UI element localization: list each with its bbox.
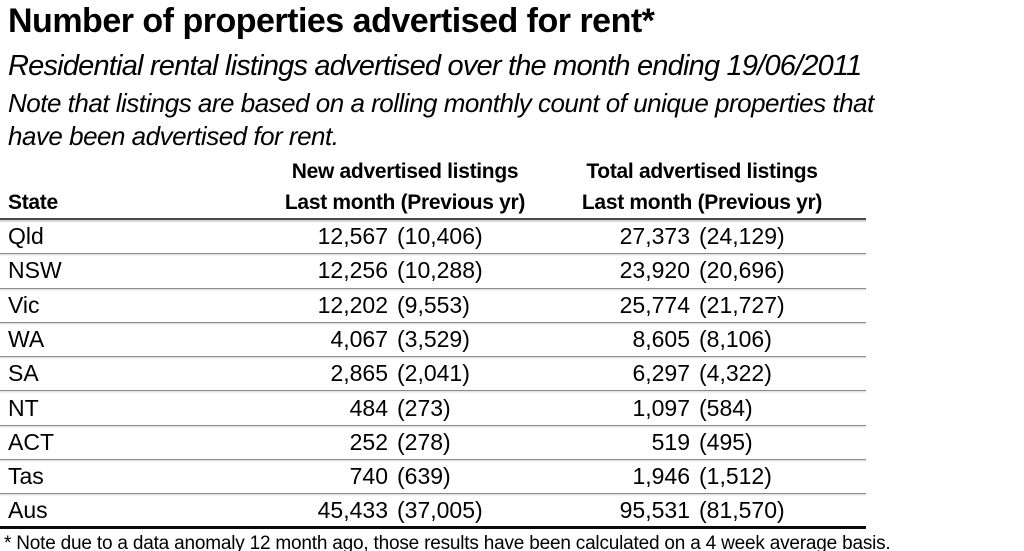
- table-row: Qld 12,567 (10,406) 27,373 (24,129): [0, 220, 866, 255]
- page-subtitle: Residential rental listings advertised o…: [8, 50, 862, 82]
- total-previousyr-value: (24,129): [699, 223, 785, 250]
- total-previousyr-value: (1,512): [699, 463, 772, 490]
- total-previousyr-value: (21,727): [699, 291, 785, 318]
- intro-note-line-2: have been advertised for rent.: [8, 121, 339, 151]
- table-row: NT 484 (273) 1,097 (584): [0, 391, 866, 426]
- new-lastmonth-value: 12,256: [317, 257, 388, 284]
- table-row: ACT 252 (278) 519 (495): [0, 426, 866, 461]
- new-lastmonth-value: 252: [349, 428, 388, 455]
- column-header-state: State: [8, 191, 58, 214]
- total-previousyr-value: (495): [699, 428, 753, 455]
- state-cell: Qld: [8, 223, 44, 250]
- total-previousyr-value: (584): [699, 394, 753, 421]
- state-cell: Tas: [8, 463, 44, 490]
- state-cell: ACT: [8, 428, 54, 455]
- total-lastmonth-value: 27,373: [619, 223, 690, 250]
- table-row: Tas 740 (639) 1,946 (1,512): [0, 460, 866, 495]
- state-cell: Aus: [8, 496, 48, 523]
- state-cell: Vic: [8, 291, 40, 318]
- group-header-total-listings: Total advertised listings: [586, 160, 818, 183]
- intro-note: Note that listings are based on a rollin…: [8, 87, 874, 153]
- total-lastmonth-value: 25,774: [619, 291, 690, 318]
- new-previousyr-value: (2,041): [397, 360, 470, 387]
- table-row: WA 4,067 (3,529) 8,605 (8,106): [0, 323, 866, 358]
- page-title: Number of properties advertised for rent…: [8, 2, 655, 40]
- table-subheader-row: State Last month (Previous yr) Last mont…: [0, 188, 866, 220]
- rental-listings-table: New advertised listings Total advertised…: [0, 156, 866, 529]
- new-previousyr-value: (273): [397, 394, 451, 421]
- new-previousyr-value: (278): [397, 428, 451, 455]
- total-previousyr-value: (4,322): [699, 360, 772, 387]
- new-lastmonth-value: 740: [349, 463, 388, 490]
- total-lastmonth-value: 95,531: [619, 496, 690, 523]
- new-lastmonth-value: 12,567: [317, 223, 388, 250]
- state-cell: WA: [8, 326, 45, 353]
- total-previousyr-value: (20,696): [699, 257, 785, 284]
- total-lastmonth-value: 519: [651, 428, 690, 455]
- new-lastmonth-value: 12,202: [317, 291, 388, 318]
- new-lastmonth-value: 2,865: [330, 360, 388, 387]
- footnote: * Note due to a data anomaly 12 month ag…: [4, 533, 891, 551]
- table-row: Aus 45,433 (37,005) 95,531 (81,570): [0, 494, 866, 529]
- state-cell: NT: [8, 394, 39, 421]
- new-previousyr-value: (10,288): [397, 257, 483, 284]
- total-previousyr-value: (8,106): [699, 326, 772, 353]
- new-lastmonth-value: 4,067: [330, 326, 388, 353]
- new-previousyr-value: (3,529): [397, 326, 470, 353]
- new-previousyr-value: (37,005): [397, 496, 483, 523]
- intro-note-line-1: Note that listings are based on a rollin…: [8, 88, 874, 118]
- table-row: SA 2,865 (2,041) 6,297 (4,322): [0, 357, 866, 392]
- state-cell: SA: [8, 360, 39, 387]
- new-lastmonth-value: 484: [349, 394, 388, 421]
- total-lastmonth-value: 6,297: [632, 360, 690, 387]
- total-previousyr-value: (81,570): [699, 496, 785, 523]
- column-header-new-lastmonth-prev: Last month (Previous yr): [284, 191, 526, 214]
- total-lastmonth-value: 1,946: [632, 463, 690, 490]
- new-previousyr-value: (10,406): [397, 223, 483, 250]
- state-cell: NSW: [8, 257, 62, 284]
- table-group-header-row: New advertised listings Total advertised…: [0, 156, 866, 188]
- new-previousyr-value: (639): [397, 463, 451, 490]
- group-header-new-listings: New advertised listings: [291, 160, 519, 183]
- new-previousyr-value: (9,553): [397, 291, 470, 318]
- table-row: Vic 12,202 (9,553) 25,774 (21,727): [0, 289, 866, 323]
- table-row: NSW 12,256 (10,288) 23,920 (20,696): [0, 254, 866, 289]
- table-body: Qld 12,567 (10,406) 27,373 (24,129) NSW …: [0, 220, 866, 529]
- column-header-total-lastmonth-prev: Last month (Previous yr): [581, 191, 823, 214]
- total-lastmonth-value: 1,097: [632, 394, 690, 421]
- new-lastmonth-value: 45,433: [317, 496, 388, 523]
- total-lastmonth-value: 8,605: [632, 326, 690, 353]
- total-lastmonth-value: 23,920: [619, 257, 690, 284]
